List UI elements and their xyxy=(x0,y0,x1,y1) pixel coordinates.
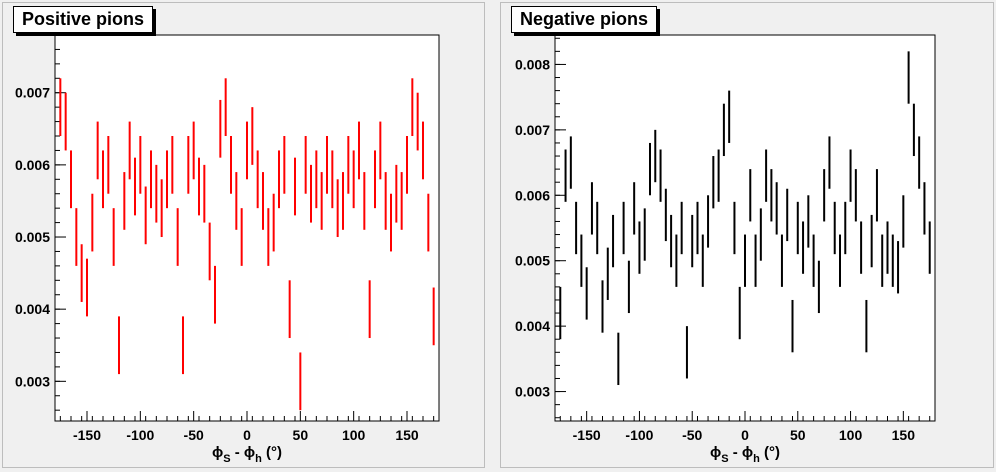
negative-pions-panel: -150 -100 -50 0 50 100 150 0.003 0.004 0.005 0.006… xyxy=(500,2,994,468)
x-tick-label: -150 xyxy=(573,427,601,443)
x-tick-label: 150 xyxy=(892,427,916,443)
y-tick-label: 0.008 xyxy=(515,56,550,72)
x-tick-label: 50 xyxy=(293,427,309,443)
y-tick-label: 0.006 xyxy=(515,187,550,203)
negative-pions-chart: -150 -100 -50 0 50 100 150 0.003 0.004 0.005 0.006… xyxy=(515,34,936,465)
x-axis-title: ϕS - ϕh (°) xyxy=(710,444,780,465)
x-tick-label: -50 xyxy=(682,427,702,443)
y-tick-label: 0.007 xyxy=(515,122,550,138)
data-series xyxy=(59,78,435,411)
chart-title: Positive pions xyxy=(13,6,154,33)
x-tick-label: 100 xyxy=(342,427,366,443)
positive-pions-chart: -150 -100 -50 0 50 100 150 0.003 0.004 0.005 0.006… xyxy=(15,34,440,465)
plot-area xyxy=(54,34,440,422)
positive-pions-panel: -150 -100 -50 0 50 100 150 0.003 0.004 0.005 0.006… xyxy=(2,2,485,468)
y-tick-label: 0.005 xyxy=(515,253,550,269)
y-tick-label: 0.003 xyxy=(15,373,50,389)
x-tick-label: -100 xyxy=(625,427,653,443)
x-tick-label: -50 xyxy=(184,427,204,443)
chart-title: Negative pions xyxy=(511,6,658,33)
y-tick-label: 0.004 xyxy=(515,318,550,334)
y-tick-label: 0.006 xyxy=(15,157,50,173)
y-tick-label: 0.003 xyxy=(515,384,550,400)
y-tick-label: 0.005 xyxy=(15,229,50,245)
y-tick-label: 0.007 xyxy=(15,85,50,101)
x-tick-label: -150 xyxy=(73,427,101,443)
x-tick-label: 0 xyxy=(243,427,251,443)
x-tick-label: -100 xyxy=(126,427,154,443)
y-tick-label: 0.004 xyxy=(15,301,50,317)
data-series xyxy=(559,51,931,386)
x-tick-label: 100 xyxy=(839,427,863,443)
x-tick-label: 150 xyxy=(395,427,419,443)
plot-area xyxy=(554,34,936,422)
x-tick-label: 50 xyxy=(790,427,806,443)
x-axis-title: ϕS - ϕh (°) xyxy=(212,444,282,465)
x-tick-label: 0 xyxy=(741,427,749,443)
